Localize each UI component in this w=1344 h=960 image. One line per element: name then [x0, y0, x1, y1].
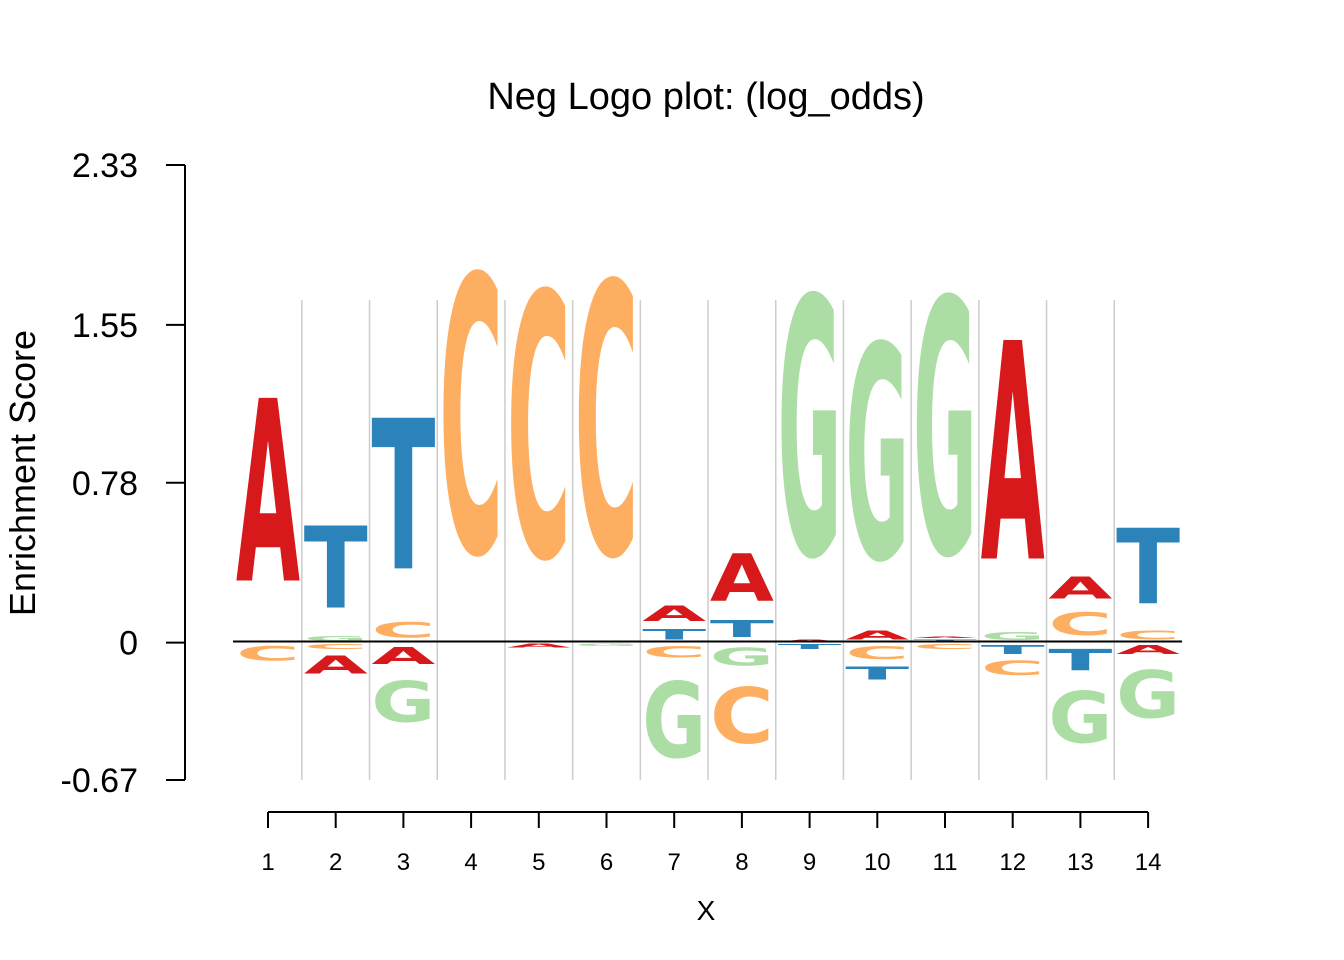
x-tick-label: 14 — [1135, 849, 1162, 876]
logo-letter-C: C — [371, 618, 435, 643]
logo-letter-T: T — [845, 663, 909, 684]
logo-letter-C: C — [710, 673, 774, 762]
logo-letter-T: T — [371, 377, 435, 618]
y-tick-label: -0.67 — [61, 762, 139, 800]
x-tick-label: 10 — [864, 849, 891, 876]
logo-letter-C: C — [1048, 606, 1112, 643]
logo-letter-A: A — [710, 540, 775, 616]
x-tick-label: 5 — [532, 849, 545, 876]
logo-letter-G: G — [1048, 678, 1112, 759]
logo-letter-A: A — [371, 643, 435, 669]
x-tick-label: 11 — [933, 849, 958, 876]
x-tick-label: 4 — [464, 849, 477, 876]
logo-letter-A: A — [1116, 643, 1180, 657]
logo-letter-G: G — [913, 227, 977, 636]
x-tick-label: 9 — [803, 849, 816, 876]
logo-letter-A: A — [1048, 571, 1112, 606]
logo-letter-G: G — [304, 635, 368, 643]
x-tick-label: 7 — [668, 849, 681, 876]
logo-letter-C: C — [304, 643, 368, 651]
letter-stacks: CACGTCACTAGCCACGTACGTAGCAGTAGCTTAGCGATCC… — [236, 200, 1180, 782]
logo-letter-C: C — [575, 206, 639, 641]
chart-title: Neg Logo plot: (log_odds) — [487, 76, 924, 118]
y-tick-label: 2.33 — [72, 147, 138, 185]
y-tick-label: 0 — [119, 625, 138, 663]
logo-letter-A: A — [236, 348, 300, 639]
logo-letter-T: T — [642, 626, 706, 642]
logo-letter-C: C — [845, 643, 909, 663]
logo-letter-A: A — [507, 643, 572, 649]
logo-letter-C: C — [642, 643, 706, 661]
logo-letter-C: C — [1116, 628, 1180, 642]
logo-letter-G: G — [371, 670, 435, 735]
logo-letter-T: T — [710, 616, 775, 642]
logo-letter-A: A — [304, 651, 368, 680]
logo-letter-A: A — [981, 280, 1045, 629]
x-axis: 1 2 3 4 5 6 7 8 9 10 11 12 13 14 — [261, 811, 1162, 876]
logo-letter-T: T — [1048, 643, 1113, 678]
logo-letter-G: G — [845, 284, 909, 627]
x-tick-label: 8 — [735, 849, 748, 876]
y-axis-label: Enrichment Score — [2, 330, 43, 616]
logo-letter-G: G — [778, 226, 842, 638]
logo-letter-A: A — [642, 602, 706, 626]
x-tick-label: 2 — [329, 849, 342, 876]
logo-letter-T: T — [1116, 508, 1180, 628]
x-tick-label: 12 — [999, 849, 1026, 876]
x-tick-label: 1 — [261, 849, 274, 876]
x-tick-label: 3 — [397, 849, 410, 876]
logo-letter-C: C — [913, 643, 977, 651]
y-tick-label: 1.55 — [72, 307, 138, 345]
logo-letter-C: C — [981, 657, 1045, 680]
x-tick-label: 13 — [1067, 849, 1094, 876]
logo-letter-T: T — [778, 643, 843, 651]
x-tick-label: 6 — [600, 849, 613, 876]
y-axis: 2.33 1.55 0.78 0 -0.67 — [61, 147, 186, 800]
logo-letter-C: C — [507, 220, 571, 642]
logo-letter-G: G — [575, 643, 639, 647]
x-axis-label: X — [697, 895, 716, 926]
logo-letter-T: T — [304, 504, 368, 634]
grid-lines — [301, 300, 1115, 780]
logo-letter-C: C — [439, 200, 503, 642]
logo-letter-A: A — [913, 637, 977, 639]
logo-letter-G: G — [642, 661, 706, 782]
logo-letter-C: C — [236, 643, 300, 666]
logo-letter-G: G — [1116, 657, 1180, 733]
y-tick-label: 0.78 — [72, 465, 138, 503]
logo-letter-T: T — [981, 643, 1046, 657]
logo-letter-G: G — [981, 630, 1045, 642]
logo-letter-G: G — [710, 643, 774, 672]
logo-letter-A: A — [845, 628, 909, 642]
